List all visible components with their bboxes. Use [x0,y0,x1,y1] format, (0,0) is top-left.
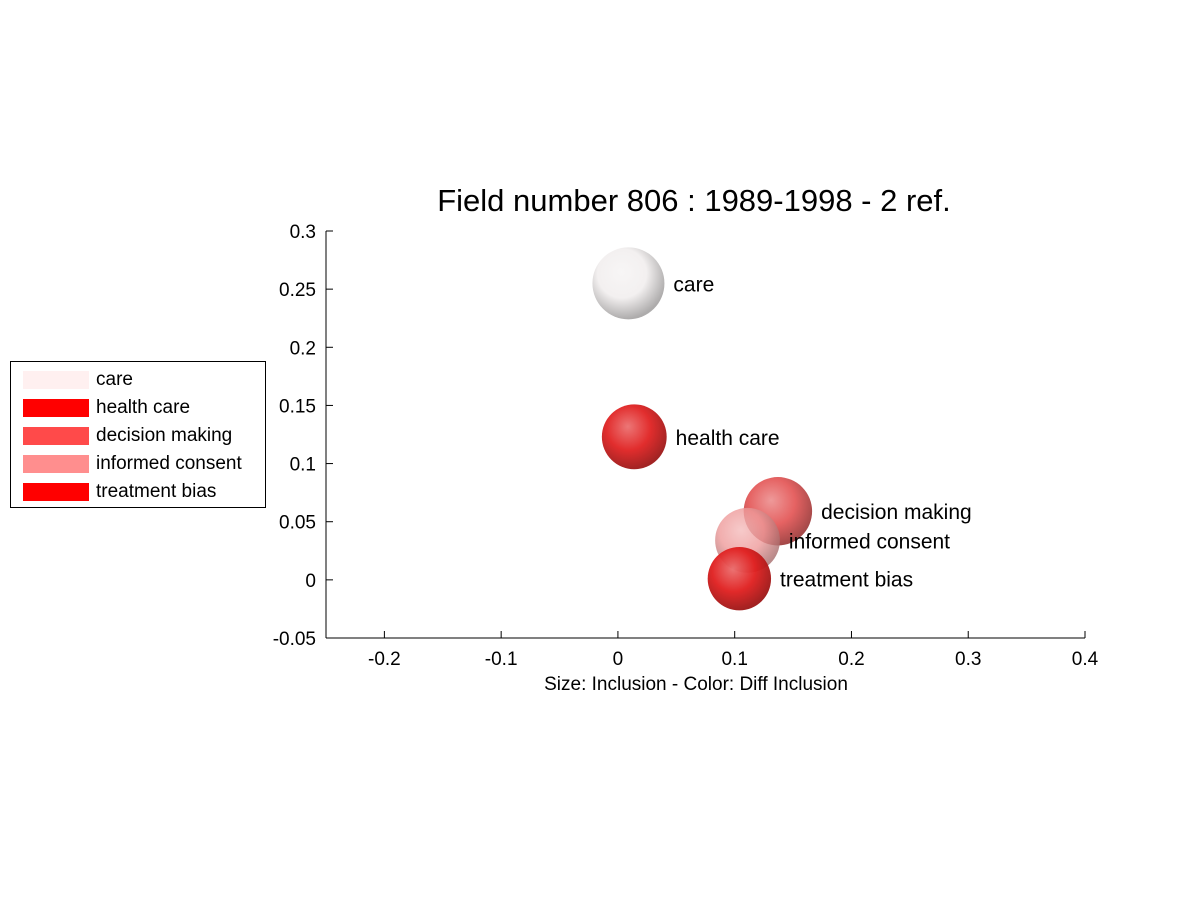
legend-entry: health care [23,397,191,418]
x-tick-label: -0.1 [485,649,518,670]
point-label: health care [676,427,780,450]
axis-layer: -0.2 -0.1 0 0.1 0.2 0.3 0.4 -0.05 0 0.05 0.1 0.15 0.… [273,222,1099,670]
legend-swatch [23,427,89,445]
point-health-care [601,404,667,470]
legend-entry: treatment bias [23,481,217,502]
point-label: care [673,273,714,296]
y-tick-label: 0.2 [290,338,316,359]
legend-label: decision making [96,425,233,446]
legend-label: treatment bias [96,481,217,502]
x-tick-label: 0.4 [1072,649,1099,670]
y-tick-label: 0.25 [279,280,316,301]
x-tick-label: 0.1 [721,649,747,670]
point-label: informed consent [789,530,950,553]
x-tick-label: 0.2 [838,649,864,670]
point-care [592,247,665,320]
point-label: decision making [821,501,972,524]
x-axis-label: Size: Inclusion - Color: Diff Inclusion [544,674,848,695]
legend-label: informed consent [96,453,242,474]
point-layer: care health care decision making informed c… [592,247,972,611]
legend-swatch [23,371,89,389]
legend-entry: care [23,369,133,390]
legend-swatch [23,483,89,501]
legend-entry: informed consent [23,453,242,474]
legend-label: care [96,369,133,390]
legend: care health care decision making informed c… [10,361,266,508]
legend-entry: decision making [23,425,233,446]
y-tick-label: 0.1 [290,455,316,476]
chart-title: Field number 806 : 1989-1998 - 2 ref. [437,183,951,218]
y-tick-label: 0.15 [279,396,316,417]
x-tick-label: 0 [613,649,624,670]
point-label: treatment bias [780,569,913,592]
x-tick-label: 0.3 [955,649,981,670]
legend-label: health care [96,397,191,418]
legend-swatch [23,399,89,417]
legend-swatch [23,455,89,473]
x-tick-label: -0.2 [368,649,401,670]
y-tick-label: -0.05 [273,629,316,650]
y-tick-label: 0.3 [290,222,316,243]
y-tick-label: 0 [305,571,316,592]
point-treatment-bias [707,547,772,611]
y-tick-label: 0.05 [279,513,316,534]
